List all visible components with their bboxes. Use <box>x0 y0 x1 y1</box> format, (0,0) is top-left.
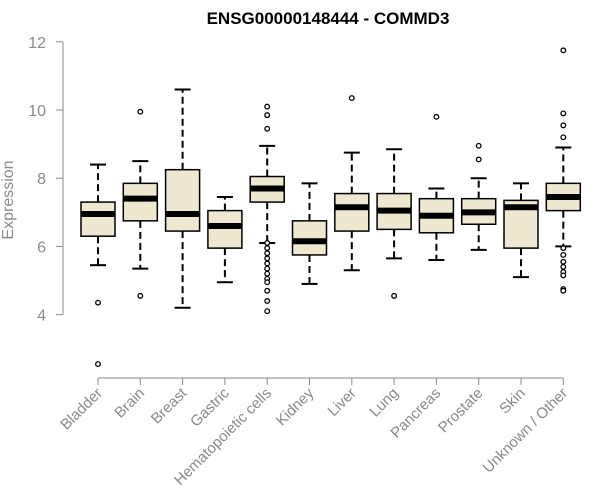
x-tick-label: Liver <box>325 385 360 420</box>
outlier-point <box>264 245 271 252</box>
y-tick-label: 4 <box>37 308 46 325</box>
outlier-point <box>264 125 271 132</box>
iqr-box <box>80 201 116 237</box>
x-tick-label: Bladder <box>57 385 106 434</box>
box-gastric <box>207 195 243 284</box>
outlier-point <box>433 113 440 120</box>
outlier-point <box>264 270 271 277</box>
box-brain <box>122 108 159 299</box>
y-tick-label: 10 <box>28 103 46 120</box>
box-pancreas <box>418 113 455 262</box>
box-bladder <box>80 163 116 368</box>
y-axis-label: Expression <box>0 160 17 239</box>
iqr-box <box>122 182 159 222</box>
outlier-point <box>560 287 567 294</box>
box-hematopoietic-cells <box>249 103 285 315</box>
x-tick-label: Skin <box>496 385 529 418</box>
y-tick-label: 6 <box>37 239 46 256</box>
outlier-point <box>475 156 482 163</box>
outlier-point <box>560 263 567 270</box>
box-kidney <box>291 182 328 285</box>
x-tick-label: Kidney <box>273 384 318 429</box>
outlier-point <box>560 245 567 252</box>
box-liver <box>334 95 370 272</box>
x-tick-label: Prostate <box>435 385 487 437</box>
outlier-point <box>264 240 271 246</box>
outlier-point <box>95 361 101 368</box>
outlier-point <box>95 299 101 306</box>
outlier-point <box>560 272 567 279</box>
outlier-point <box>264 298 271 304</box>
outlier-point <box>264 287 271 294</box>
y-tick-label: 12 <box>28 35 46 52</box>
boxes-layer <box>80 47 582 368</box>
outlier-point <box>137 292 144 299</box>
outlier-point <box>560 134 567 141</box>
outlier-point <box>560 122 567 129</box>
box-lung <box>376 148 412 299</box>
y-tick-label: 8 <box>37 171 46 188</box>
outlier-point <box>391 292 398 299</box>
x-tick-label: Brain <box>111 385 148 422</box>
outlier-point <box>264 279 271 286</box>
chart-title: ENSG00000148444 - COMMD3 <box>207 9 450 28</box>
outlier-point <box>264 112 271 119</box>
x-tick-label: Breast <box>148 384 191 427</box>
outlier-point <box>264 308 271 315</box>
iqr-box <box>291 220 328 256</box>
outlier-point <box>560 110 567 117</box>
outlier-point <box>560 47 567 54</box>
iqr-box <box>334 192 370 232</box>
iqr-box <box>164 168 201 232</box>
outlier-point <box>137 108 144 115</box>
outlier-point <box>264 260 271 267</box>
outlier-point <box>560 251 567 258</box>
box-breast <box>164 88 201 309</box>
outlier-point <box>264 250 271 257</box>
outlier-point <box>475 142 482 149</box>
x-tick-label: Lung <box>366 385 402 421</box>
box-unknown-other <box>545 47 582 294</box>
outlier-point <box>560 258 567 265</box>
outlier-point <box>264 103 271 110</box>
box-skin <box>503 182 539 279</box>
axes-layer: 4 6 8 10 12 <box>28 35 564 385</box>
outlier-point <box>348 95 355 102</box>
outlier-point <box>264 255 271 262</box>
iqr-box <box>207 209 243 249</box>
outlier-point <box>264 265 271 272</box>
box-prostate <box>460 142 497 251</box>
